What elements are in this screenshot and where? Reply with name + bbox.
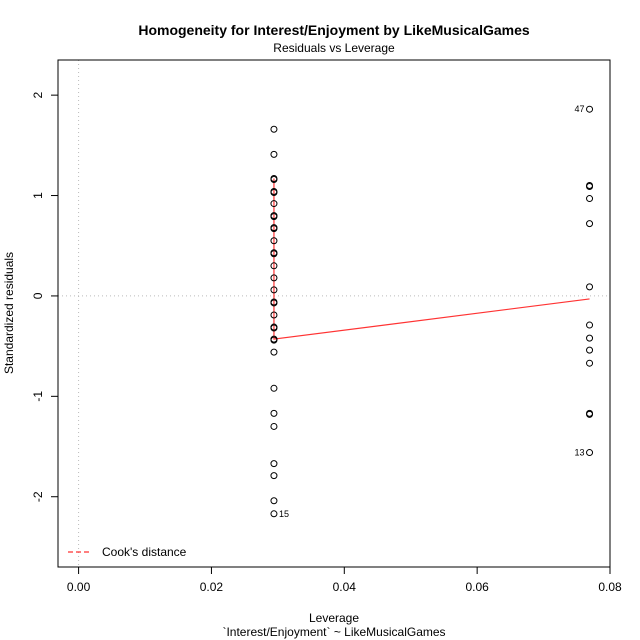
legend: Cook's distance xyxy=(68,545,187,559)
data-point xyxy=(586,182,594,190)
reference-lines xyxy=(58,60,610,567)
y-tick-label: 0 xyxy=(31,292,45,299)
data-point xyxy=(586,334,594,342)
x-axis-label: Leverage xyxy=(309,611,359,625)
y-tick-label: 1 xyxy=(31,192,45,199)
data-point xyxy=(586,105,594,113)
data-point xyxy=(270,336,278,344)
data-point xyxy=(270,384,278,392)
plot-frame xyxy=(57,59,611,568)
data-point xyxy=(270,510,278,518)
data-point xyxy=(270,286,278,294)
y-axis-label: Standardized residuals xyxy=(2,252,16,374)
data-point xyxy=(270,225,278,233)
point-labels-layer: 47 13 15 xyxy=(279,104,585,519)
legend-cooks-distance-label: Cook's distance xyxy=(102,545,187,559)
smoother-layer xyxy=(273,178,590,340)
data-point xyxy=(270,237,278,245)
x-tick-label: 0.04 xyxy=(333,580,357,594)
data-point xyxy=(586,321,594,329)
data-point xyxy=(270,189,278,197)
x-tick-label: 0.00 xyxy=(67,580,91,594)
x-axis: 0.00 0.02 0.04 0.06 0.08 xyxy=(67,567,622,594)
chart-title: Homogeneity for Interest/Enjoyment by Li… xyxy=(138,22,530,38)
x-tick-label: 0.02 xyxy=(200,580,224,594)
data-point xyxy=(270,150,278,158)
data-point xyxy=(586,449,594,457)
y-tick-label: -1 xyxy=(31,391,45,402)
x-tick-label: 0.06 xyxy=(465,580,489,594)
point-label: 15 xyxy=(279,509,289,519)
chart-subtitle: Residuals vs Leverage xyxy=(273,41,395,55)
data-point xyxy=(270,250,278,258)
data-point xyxy=(270,299,278,307)
data-point xyxy=(586,410,594,418)
data-point xyxy=(270,262,278,270)
data-point xyxy=(586,359,594,367)
data-point xyxy=(270,200,278,208)
point-label: 47 xyxy=(575,104,585,114)
data-point xyxy=(586,283,594,291)
data-point xyxy=(270,125,278,133)
data-point xyxy=(586,195,594,203)
y-tick-label: -2 xyxy=(31,491,45,502)
data-point xyxy=(270,460,278,468)
data-point xyxy=(270,409,278,417)
points-layer xyxy=(270,105,594,518)
smoother-line xyxy=(273,178,590,340)
data-point xyxy=(270,311,278,319)
data-point xyxy=(270,472,278,480)
data-point xyxy=(270,175,278,183)
data-point xyxy=(586,220,594,228)
data-point xyxy=(270,274,278,282)
data-point xyxy=(270,348,278,356)
data-point xyxy=(270,422,278,430)
x-axis-formula-label: `Interest/Enjoyment` ~ LikeMusicalGames xyxy=(222,625,445,639)
x-tick-label: 0.08 xyxy=(598,580,622,594)
y-tick-label: 2 xyxy=(31,91,45,98)
y-axis: -2 -1 0 1 2 xyxy=(31,91,58,502)
data-point xyxy=(270,497,278,505)
data-point xyxy=(270,324,278,332)
point-label: 13 xyxy=(575,448,585,458)
data-point xyxy=(270,213,278,221)
data-point xyxy=(586,346,594,354)
